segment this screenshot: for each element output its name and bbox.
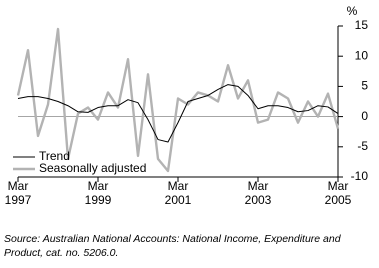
x-tick-label: Mar 2003 <box>244 179 272 207</box>
legend-label: Trend <box>39 149 70 163</box>
y-tick-label: 10 <box>355 48 369 62</box>
legend-label: Seasonally adjusted <box>39 161 146 175</box>
x-tick-label: Mar 2001 <box>164 179 192 207</box>
x-tick-label: Mar 1999 <box>84 179 112 207</box>
y-tick-label: -5 <box>357 139 368 153</box>
y-unit: % <box>347 4 358 18</box>
series-line <box>17 84 339 143</box>
y-tick-label: 0 <box>361 109 368 123</box>
series-line <box>16 27 340 173</box>
x-tick-label: Mar 2005 <box>324 179 352 207</box>
y-tick-label: 5 <box>361 79 368 93</box>
y-tick-label: -10 <box>351 169 369 183</box>
source-note: Source: Australian National Accounts: Na… <box>4 233 341 259</box>
x-tick-label: Mar 1997 <box>4 179 32 207</box>
y-tick-label: 15 <box>355 18 369 32</box>
